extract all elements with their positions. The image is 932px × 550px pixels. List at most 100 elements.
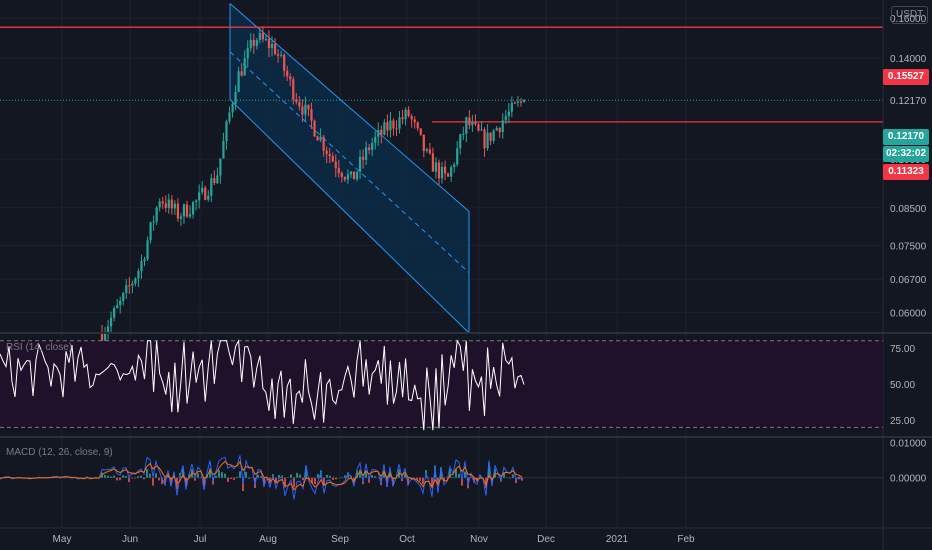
macd-title[interactable]: MACD (12, 26, close, 9)	[6, 447, 113, 458]
macd-histogram-bar	[509, 477, 511, 479]
quote-unit-badge[interactable]: USDT	[891, 6, 929, 24]
price-tick-label: 0.08500	[890, 204, 927, 215]
macd-histogram-bar	[119, 477, 121, 481]
candle-body	[392, 120, 395, 129]
candle-body	[437, 162, 441, 179]
candle-body	[113, 308, 116, 318]
price-tick-label: 0.16000	[890, 14, 927, 25]
macd-histogram-bar	[248, 477, 250, 479]
candle-body	[465, 117, 468, 134]
candle-body	[516, 101, 520, 103]
candle-body	[110, 317, 113, 327]
macd-histogram-bar	[353, 477, 355, 483]
macd-histogram-bar	[215, 475, 217, 478]
rsi-title[interactable]: RSI (14, close)	[6, 342, 73, 353]
candle-body	[176, 203, 179, 219]
macd-histogram-bar	[404, 473, 406, 478]
candle-body	[459, 134, 462, 149]
macd-histogram-bar	[416, 477, 418, 480]
candle-body	[100, 333, 104, 343]
macd-histogram-bar	[164, 477, 166, 486]
rsi-pane[interactable]	[0, 339, 883, 431]
candle-body	[182, 204, 186, 217]
rsi-axis: 75.00 50.00 25.00	[890, 344, 915, 427]
candle-body	[289, 76, 292, 80]
candle-body	[434, 162, 438, 172]
candle-body	[198, 192, 201, 201]
macd-histogram-bar	[200, 477, 202, 478]
candle-body	[519, 101, 523, 103]
resistance-high-price-label: 0.15527	[883, 69, 929, 85]
macd-histogram-bar	[302, 477, 304, 481]
candle-body	[377, 129, 380, 137]
candle-body	[325, 150, 328, 155]
macd-histogram-bar	[284, 477, 286, 488]
candle-body	[374, 136, 377, 143]
macd-histogram-bar	[332, 477, 334, 480]
candle-body	[413, 119, 416, 123]
time-axis[interactable]: May Jun Jul Aug Sep Oct Nov Dec 2021 Feb	[53, 534, 696, 545]
candle-body	[447, 173, 450, 177]
macd-histogram-bar	[419, 477, 421, 481]
macd-histogram-bar	[227, 477, 229, 482]
macd-histogram-bar	[413, 477, 415, 479]
candle-body	[207, 195, 210, 200]
macd-histogram-bar	[203, 477, 205, 489]
candle-body	[116, 305, 119, 309]
candle-body	[134, 278, 137, 284]
candle-body	[228, 112, 231, 122]
macd-histogram-bar	[431, 477, 433, 488]
resistance-low-price-label: 0.11323	[883, 164, 929, 180]
candle-body	[389, 120, 392, 131]
candle-body	[492, 130, 495, 141]
macd-tick-label: 0.01000	[890, 439, 927, 450]
candle-body	[471, 121, 474, 126]
candle-body	[155, 207, 158, 222]
resistance-lines[interactable]	[0, 26, 883, 123]
macd-histogram-bar	[488, 462, 490, 478]
macd-histogram-bar	[155, 473, 157, 478]
candle-body	[307, 104, 310, 110]
macd-histogram-bar	[392, 477, 394, 486]
candle-body	[440, 166, 444, 179]
candle-body	[416, 122, 419, 129]
candle-body	[222, 140, 225, 159]
candle-body	[276, 54, 280, 56]
macd-histogram-bar	[317, 474, 319, 478]
macd-histogram-bar	[128, 477, 130, 483]
candle-body	[380, 129, 383, 135]
candle-body	[191, 202, 195, 215]
candle-body	[462, 133, 465, 135]
macd-histogram-bar	[167, 473, 169, 478]
macd-histogram-bar	[218, 470, 220, 478]
macd-tick-label: 0.00000	[890, 474, 927, 485]
candle-body	[313, 120, 316, 137]
rsi-tick-label: 25.00	[890, 416, 915, 427]
price-tick-label: 0.06700	[890, 275, 927, 286]
macd-pane[interactable]	[0, 455, 883, 500]
macd-histogram-bar	[221, 471, 223, 478]
candle-body	[443, 166, 447, 174]
candle-body	[419, 128, 422, 135]
candle-body	[480, 129, 483, 131]
macd-histogram-bar	[368, 477, 370, 483]
candle-body	[474, 121, 477, 125]
macd-histogram-bar	[335, 477, 337, 480]
macd-histogram-bar	[260, 476, 262, 478]
macd-histogram-bar	[104, 474, 106, 478]
candle-body	[371, 142, 374, 150]
candle-body	[395, 128, 398, 130]
macd-histogram-bar	[305, 465, 307, 478]
candle-body	[425, 149, 428, 152]
candle-body	[173, 203, 176, 209]
candle-body	[310, 109, 313, 121]
candle-body	[501, 120, 504, 133]
candle-body	[234, 91, 237, 104]
time-tick-label: 2021	[606, 534, 629, 545]
macd-histogram-bar	[455, 468, 457, 478]
candle-body	[410, 115, 413, 120]
price-candles	[100, 26, 526, 347]
macd-histogram-bar	[452, 476, 454, 478]
macd-histogram-bar	[161, 477, 163, 485]
